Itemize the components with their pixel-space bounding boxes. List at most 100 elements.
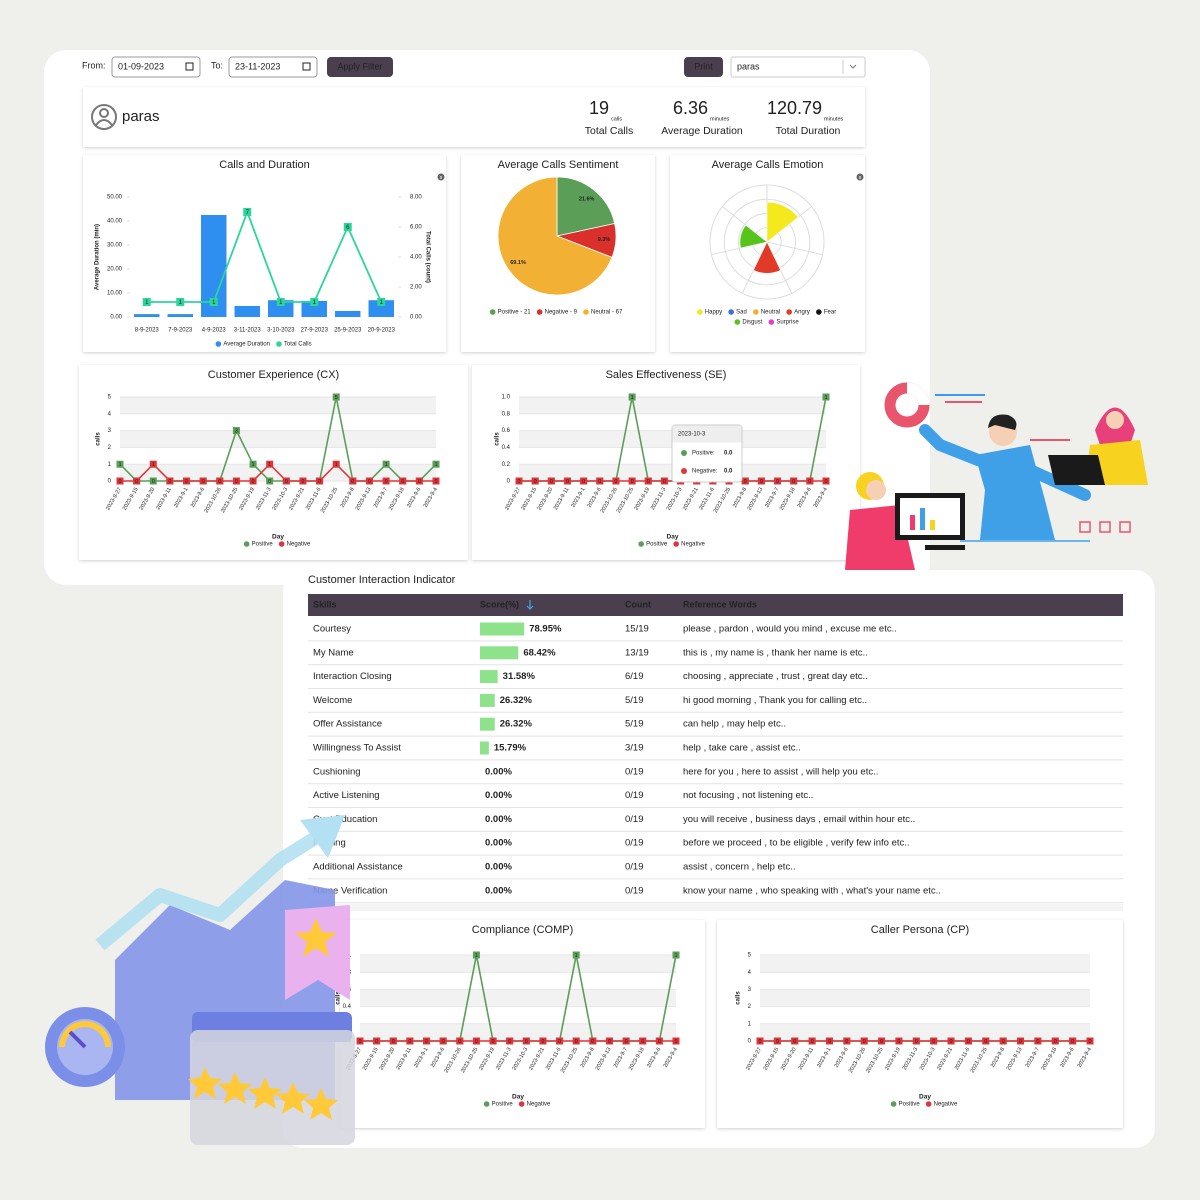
pie-slice bbox=[497, 176, 613, 296]
point-label-box bbox=[572, 1037, 580, 1045]
point-label: 0 bbox=[658, 1039, 661, 1045]
point-label-box bbox=[660, 477, 668, 485]
legend-marker bbox=[638, 541, 644, 547]
point-label: 0 bbox=[418, 479, 421, 485]
x-tick-label: 27-9-2023 bbox=[301, 328, 329, 334]
point-label-box bbox=[825, 1037, 833, 1045]
point-label: 0 bbox=[202, 479, 205, 485]
y2-axis-title: Total Calls (count) bbox=[424, 231, 430, 283]
point-label: 0 bbox=[845, 1039, 848, 1045]
point-label: 0 bbox=[674, 1039, 677, 1045]
gauge-needle bbox=[68, 1030, 87, 1049]
legend-label: Negative bbox=[527, 1102, 551, 1108]
y-tick-label: 4 bbox=[108, 411, 112, 417]
y-tick-label: 4 bbox=[748, 970, 752, 976]
point-label-box bbox=[878, 1037, 886, 1045]
point-label: 1 bbox=[145, 300, 149, 306]
to-date-input[interactable] bbox=[228, 56, 318, 78]
point-label: 0 bbox=[1088, 1039, 1091, 1045]
avatar-body bbox=[95, 119, 113, 126]
agent-select[interactable] bbox=[730, 56, 866, 78]
y-axis-title: calls bbox=[336, 991, 342, 1005]
point-label: 0 bbox=[408, 1039, 411, 1045]
legend-label: Sad bbox=[736, 310, 747, 316]
y-tick-label: 3 bbox=[108, 428, 112, 434]
point-label: 5 bbox=[335, 395, 338, 401]
y-tick-label: 3 bbox=[748, 987, 752, 993]
point-label: 0 bbox=[558, 1039, 561, 1045]
count: 0/19 bbox=[625, 838, 644, 849]
reference-words: can help , may help etc.. bbox=[683, 719, 786, 730]
point-label-box bbox=[628, 477, 636, 485]
legend-label: Positive - 21 bbox=[498, 310, 532, 316]
point-label: 0 bbox=[776, 479, 779, 485]
point-label: 1 bbox=[380, 300, 384, 306]
point-label-box bbox=[622, 1037, 630, 1045]
y-axis-title: Average Duration (min) bbox=[95, 224, 101, 290]
point-label: 1 bbox=[674, 953, 677, 959]
point-label: 0 bbox=[582, 479, 585, 485]
reference-words: here for you , here to assist , will hel… bbox=[683, 766, 878, 777]
point-label-box bbox=[806, 477, 814, 485]
bar bbox=[167, 314, 193, 317]
point-label-box bbox=[912, 1037, 920, 1045]
y-tick-label: 0.4 bbox=[502, 445, 511, 451]
polar-segment bbox=[766, 201, 799, 243]
point-label: 0 bbox=[301, 479, 304, 485]
point-label: 1 bbox=[279, 300, 283, 306]
apply-filter-button[interactable] bbox=[327, 57, 393, 77]
stat-unit: minutes bbox=[824, 116, 844, 122]
point-label: 0 bbox=[566, 479, 569, 485]
bar bbox=[234, 305, 260, 317]
point-label: 0 bbox=[1019, 1039, 1022, 1045]
point-label: 0 bbox=[492, 1039, 495, 1045]
avatar-head bbox=[99, 108, 109, 118]
reference-words: not focusing , not listening etc.. bbox=[683, 790, 813, 801]
point-label-box bbox=[982, 1037, 990, 1045]
point-label: 0 bbox=[458, 1039, 461, 1045]
score-bar bbox=[480, 670, 498, 684]
point-label: 0 bbox=[185, 479, 188, 485]
sort-arrow-icon bbox=[526, 600, 534, 610]
y-tick-label: 40.00 bbox=[107, 219, 123, 225]
polar-segment bbox=[752, 241, 782, 274]
point-label-box bbox=[166, 477, 174, 485]
reference-words: please , pardon , would you mind , excus… bbox=[683, 624, 897, 635]
from-label: From: bbox=[82, 60, 106, 70]
score-bar bbox=[480, 717, 495, 731]
point-label-box bbox=[310, 298, 319, 306]
legend-marker bbox=[696, 309, 703, 315]
legend-marker bbox=[753, 309, 759, 315]
tooltip-value: 0.0 bbox=[724, 451, 733, 457]
point-label: 0 bbox=[792, 479, 795, 485]
score-label: 0.00% bbox=[485, 766, 512, 777]
legend-marker bbox=[518, 1101, 525, 1107]
legend-marker bbox=[243, 541, 250, 547]
point-label: 6 bbox=[346, 225, 350, 231]
legend-marker bbox=[734, 319, 741, 325]
print-label: Print bbox=[694, 61, 713, 71]
count: 5/19 bbox=[625, 695, 644, 706]
point-label-box bbox=[133, 477, 141, 485]
point-label-box bbox=[790, 477, 798, 485]
profile-card bbox=[83, 87, 865, 147]
y-tick-label: 30.00 bbox=[107, 243, 123, 249]
panel bbox=[79, 365, 468, 560]
point-label-box bbox=[432, 477, 440, 485]
from-date-input[interactable] bbox=[111, 56, 201, 78]
pie-value-label: 69.1% bbox=[510, 260, 526, 266]
skill-name: My Name bbox=[313, 647, 354, 658]
star-icon bbox=[188, 1067, 222, 1099]
print-button[interactable] bbox=[684, 57, 723, 77]
point-label: 0 bbox=[808, 479, 811, 485]
point-label-box bbox=[316, 477, 324, 485]
point-label-box bbox=[860, 1037, 868, 1045]
x-tick-label: 3-11-2023 bbox=[234, 328, 262, 334]
legend-label: Surprise bbox=[776, 320, 799, 326]
y2-tick-label: 0.00 bbox=[410, 315, 422, 321]
legend-label: Angry bbox=[794, 310, 810, 316]
count: 0/19 bbox=[625, 885, 644, 896]
tooltip-value: 0.0 bbox=[724, 469, 733, 475]
star-icon bbox=[295, 918, 337, 957]
legend-marker bbox=[890, 1101, 897, 1107]
